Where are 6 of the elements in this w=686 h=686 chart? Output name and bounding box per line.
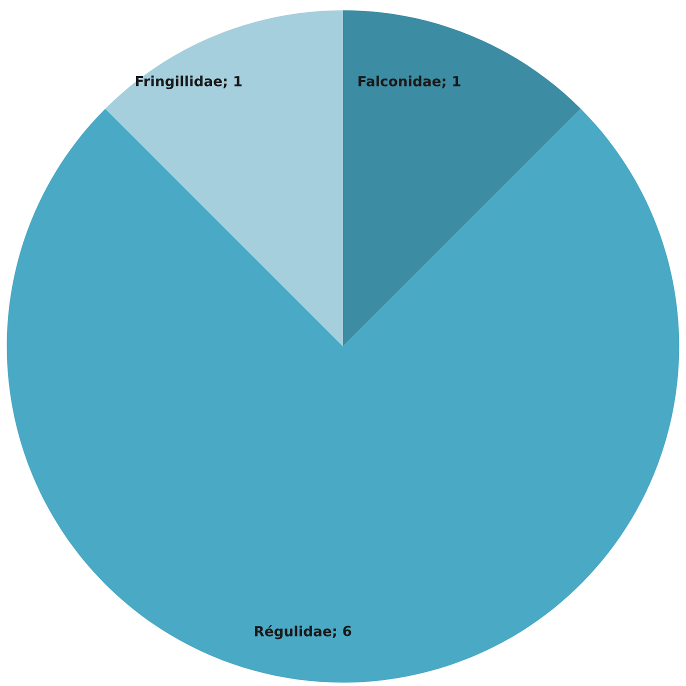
- slice-label: Falconidae: [358, 76, 441, 86]
- data-label: ; 1: [223, 76, 242, 88]
- data-label: ; 6: [332, 626, 352, 638]
- data-label: ; 1: [442, 76, 460, 88]
- slice-label: Fringillidae: [136, 76, 222, 90]
- slice-label: Régulidae: [254, 625, 332, 640]
